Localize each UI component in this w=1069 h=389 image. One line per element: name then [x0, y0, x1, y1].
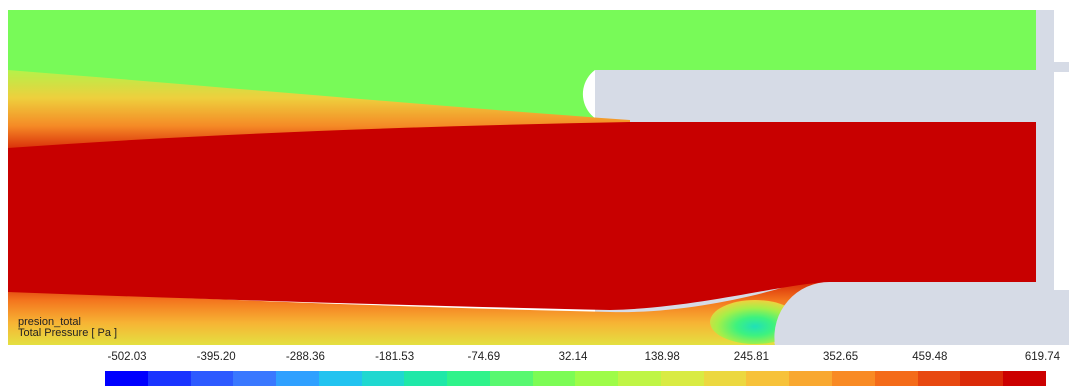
colorbar-tick-label: 32.14 [558, 351, 588, 363]
colorbar-segment [276, 371, 319, 386]
colorbar-tick-label: -502.03 [107, 351, 147, 363]
colorbar-segment [147, 371, 191, 386]
upper-plenum-region [8, 10, 1036, 70]
colorbar-segment [575, 371, 619, 386]
colorbar-segment [789, 371, 833, 386]
upper-shear-layer [8, 70, 630, 150]
colorbar-segment [532, 371, 576, 386]
colorbar-tick-label: -288.36 [285, 351, 325, 363]
colorbar-segment [917, 371, 961, 386]
colorbar-tick-label: 619.74 [1024, 351, 1061, 363]
colorbar-segment [233, 371, 277, 386]
colorbar-segment [618, 371, 661, 386]
colorbar-segment [190, 371, 234, 386]
colorbar-tick-label: 245.81 [733, 351, 769, 363]
jet-core-region [8, 122, 1036, 310]
colorbar-segment [1003, 371, 1046, 386]
colorbar-segment [660, 371, 704, 386]
colorbar-tick-label: -181.53 [375, 351, 415, 363]
legend-variable-name: presion_total [18, 316, 81, 328]
colorbar-tick-label: 138.98 [644, 351, 680, 363]
colorbar-tick-label: 459.48 [912, 351, 948, 363]
outlet-wall-strip [1036, 10, 1054, 345]
colorbar-segment [960, 371, 1004, 386]
colorbar-segment [874, 371, 918, 386]
colorbar-tick-label: -395.20 [196, 351, 236, 363]
colorbar-segment [318, 371, 362, 386]
colorbar-segment [489, 371, 533, 386]
colorbar-tick-label: 352.65 [823, 351, 859, 363]
colorbar-segment [746, 371, 790, 386]
lower-wall-lip [774, 281, 1069, 345]
colorbar-segment [703, 371, 747, 386]
colorbar-segment [404, 371, 448, 386]
legend-quantity-label: Total Pressure [ Pa ] [18, 327, 118, 339]
colorbar-tick-label: -74.69 [467, 351, 501, 363]
colorbar-segment [105, 371, 148, 386]
lower-shear-layer [8, 282, 830, 345]
colorbar-segment [832, 371, 875, 386]
outlet-gap-upper [1036, 62, 1069, 72]
colorbar-segment [447, 371, 490, 386]
colorbar-segment [361, 371, 405, 386]
colorbar [105, 371, 1046, 386]
